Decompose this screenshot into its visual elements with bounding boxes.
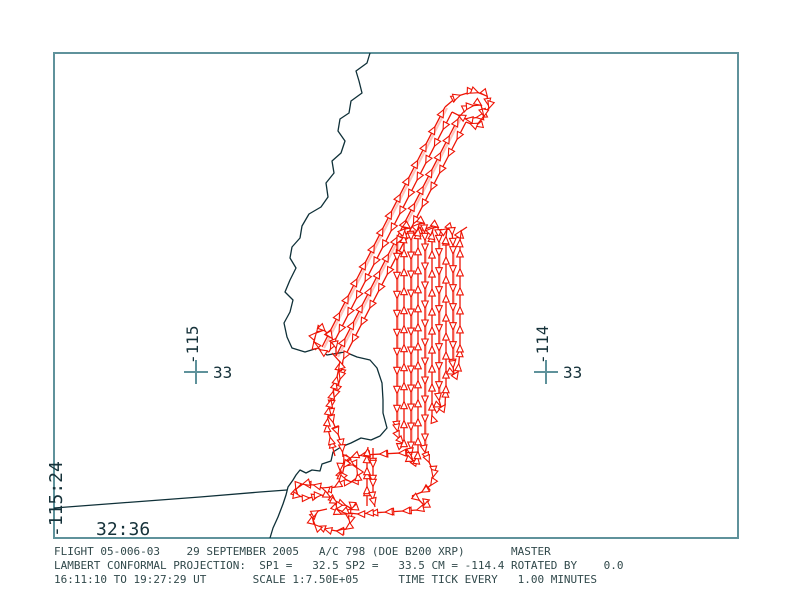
south-turn [314,330,336,356]
footer-time-scale-info: 16:11:10 TO 19:27:29 UT SCALE 1:7.50E+05… [54,573,598,586]
north-turn-inner [458,105,484,126]
ferry-leg-sw-1 [328,111,453,353]
flight-track-layer [296,91,489,531]
survey-raster-east [432,227,468,421]
coastline-layer [53,52,388,539]
longitude-label: -114 [533,325,552,364]
track-echo [337,117,462,358]
low-level-descent [373,448,375,508]
latitude-label: 33 [213,363,232,382]
north-turn-outer [444,91,489,119]
low-level-climb [367,446,368,506]
transit-north [327,352,340,457]
longitude-label: -115 [183,325,202,364]
latitude-label: 33 [563,363,582,382]
low-level-west-run [296,452,419,531]
plot-frame-border [53,52,739,539]
footer-projection-info: LAMBERT CONFORMAL PROJECTION: SP1 = 32.5… [54,559,624,572]
corner-latitude-label: 32:36 [96,519,150,540]
map-frame [53,52,739,539]
plot-footer: FLIGHT 05-006-03 29 SEPTEMBER 2005 A/C 7… [54,545,624,587]
low-level-bottom-run [348,496,425,514]
footer-flight-info: FLIGHT 05-006-03 29 SEPTEMBER 2005 A/C 7… [54,545,551,558]
international-border-line [53,489,288,509]
corner-longitude-label: -115:24 [46,461,67,537]
survey-raster-west [397,223,434,497]
graticule-layer: -115 33 -114 33 -115:24 32:36 [46,325,582,540]
